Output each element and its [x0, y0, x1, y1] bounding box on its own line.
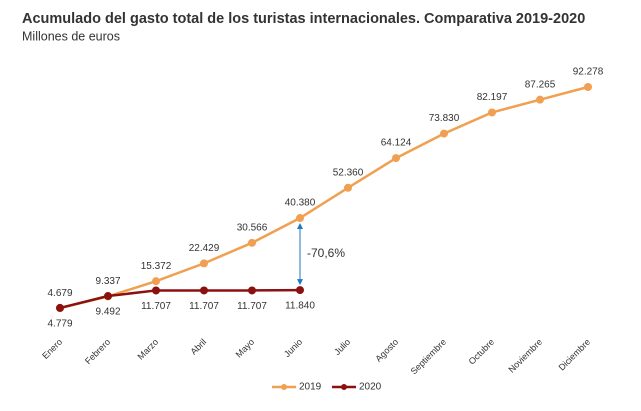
x-tick-label: Diciembre	[557, 337, 593, 373]
data-label: 82.197	[477, 92, 508, 103]
chart-subtitle: Millones de euros	[22, 29, 120, 43]
data-point	[200, 286, 208, 295]
data-label: 9.492	[95, 307, 120, 318]
series-line	[59, 288, 301, 310]
data-point	[296, 214, 304, 223]
arrow-head	[297, 279, 303, 286]
chart-title: Acumulado del gasto total de los turista…	[22, 11, 585, 27]
legend-label: 2019	[299, 382, 322, 393]
data-point	[440, 129, 448, 138]
legend-marker	[281, 384, 287, 390]
data-label: 87.265	[525, 79, 556, 90]
data-point	[248, 238, 256, 247]
series-line	[59, 85, 589, 310]
data-point	[200, 259, 208, 268]
data-point	[296, 286, 304, 295]
data-label: 30.566	[237, 222, 268, 233]
data-label: 64.124	[381, 138, 412, 149]
data-point	[584, 83, 592, 91]
x-tick-label: Junio	[282, 337, 304, 359]
data-point	[344, 183, 352, 192]
data-point	[488, 108, 496, 117]
x-tick-label: Abril	[188, 337, 208, 357]
data-label: 40.380	[285, 198, 316, 209]
annotation: -70,6%	[307, 246, 345, 260]
x-tick-label: Julio	[332, 337, 352, 357]
data-point	[56, 303, 64, 312]
data-point	[536, 95, 544, 104]
x-tick-label: Septiembre	[409, 337, 449, 377]
data-label: 15.372	[141, 261, 172, 272]
data-label: 73.830	[429, 113, 460, 124]
data-point	[104, 292, 112, 301]
x-tick-label: Noviembre	[506, 337, 544, 375]
data-label: 92.278	[573, 67, 604, 78]
data-label: 4.679	[47, 288, 72, 299]
data-point	[248, 286, 256, 295]
x-tick-label: Febrero	[83, 337, 112, 366]
data-point	[392, 154, 400, 163]
x-tick-label: Mayo	[234, 337, 257, 360]
x-tick-label: Marzo	[136, 337, 161, 362]
data-label: 9.337	[95, 276, 120, 287]
x-tick-label: Octubre	[467, 337, 497, 367]
data-label: 52.360	[333, 167, 364, 178]
data-label: 11.707	[189, 301, 219, 312]
data-label: 4.779	[47, 319, 72, 330]
data-point	[152, 277, 160, 286]
legend-marker	[341, 384, 347, 390]
legend-label: 2020	[359, 382, 382, 393]
x-tick-label: Enero	[40, 337, 64, 361]
data-label: 11.707	[141, 301, 171, 312]
arrow-head	[297, 223, 303, 230]
data-point	[152, 286, 160, 295]
x-tick-label: Agosto	[373, 337, 400, 364]
data-label: 11.707	[237, 301, 267, 312]
data-label: 22.429	[189, 243, 220, 254]
data-label: 11.840	[285, 301, 315, 312]
